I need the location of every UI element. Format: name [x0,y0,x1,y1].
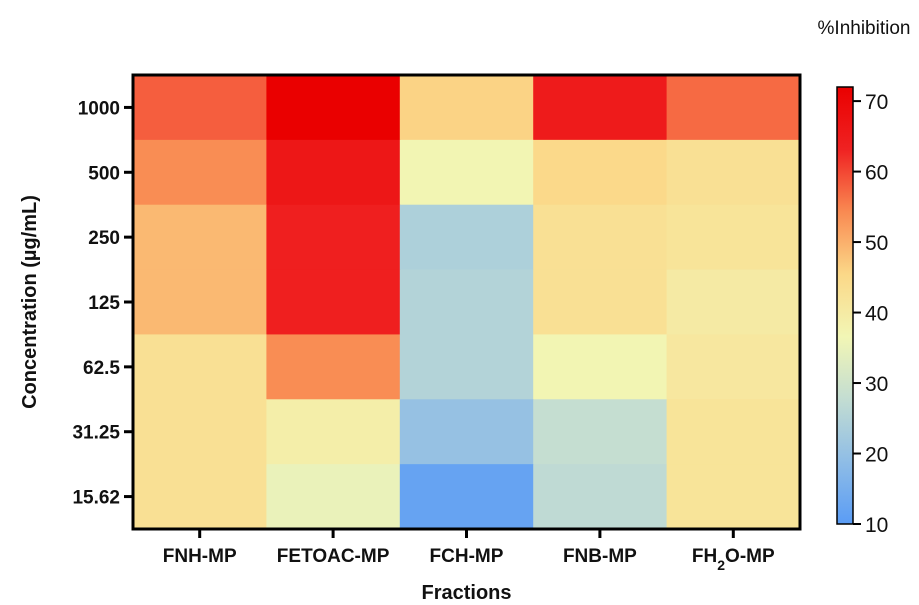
y-tick-label: 250 [88,228,120,249]
heatmap-cell [399,139,534,206]
heatmap-cell [399,269,534,335]
colorbar-tick-label: 50 [865,232,888,255]
y-tick-label: 1000 [78,98,120,119]
colorbar-tick-label: 30 [865,373,888,396]
heatmap-cell [666,269,801,335]
heatmap-cell [133,334,267,400]
y-axis: 1000 500 250 125 62.5 31.25 15.62 [72,98,133,509]
heatmap-cell [666,464,801,530]
heatmap-cell [266,334,401,400]
y-tick-label: 15.62 [72,488,120,509]
heatmap-cell [266,139,401,206]
heatmap-cell [133,75,267,141]
heatmap-cell [266,399,401,465]
colorbar-gradient [836,86,854,525]
y-tick-label: 62.5 [83,358,120,379]
colorbar-tick-label: 60 [865,162,888,185]
y-tick-label: 31.25 [72,423,120,444]
heatmap-cell [133,204,267,271]
colorbar-tick-label: 70 [865,91,888,114]
heatmap-cell [533,399,668,465]
x-tick-label: FNH-MP [163,546,237,567]
heatmap-cell [399,464,534,530]
heatmap-cell [133,269,267,335]
x-axis-title: Fractions [421,582,511,604]
heatmap-cell [533,269,668,335]
heatmap-cell [666,399,801,465]
heatmap-cell [533,204,668,271]
heatmap-cell [266,75,401,141]
heatmap-cell [133,399,267,465]
colorbar-tick-label: 40 [865,303,888,326]
x-tick-label: FETOAC-MP [277,546,390,567]
heatmap-cell [399,75,534,141]
colorbar-title: %Inhibition [818,18,911,39]
heatmap-cell [399,204,534,271]
heatmap-cell [266,269,401,335]
heatmap-cell [266,204,401,271]
x-tick-label: FH2O-MP [692,546,775,573]
y-axis-title: Concentration (µg/mL) [19,195,41,409]
heatmap-cells [133,75,801,530]
heatmap-cell [399,399,534,465]
heatmap-cell [133,464,267,530]
x-tick-label: FNB-MP [563,546,637,567]
y-tick-label: 125 [88,293,120,314]
colorbar-tick-label: 10 [865,514,888,537]
heatmap-cell [666,204,801,271]
x-axis: FNH-MP FETOAC-MP FCH-MP FNB-MP FH2O-MP [163,529,775,573]
colorbar: 10 20 30 40 50 60 70 [836,86,888,537]
heatmap-cell [533,464,668,530]
heatmap-cell [399,334,534,400]
heatmap-cell [266,464,401,530]
heatmap-cell [533,139,668,206]
y-tick-label: 500 [88,163,120,184]
heatmap-cell [133,139,267,206]
heatmap-cell [666,75,801,141]
heatmap-cell [666,334,801,400]
x-tick-label: FCH-MP [430,546,504,567]
heatmap-cell [533,75,668,141]
heatmap-cell [666,139,801,206]
heatmap-cell [533,334,668,400]
colorbar-tick-label: 20 [865,444,888,467]
